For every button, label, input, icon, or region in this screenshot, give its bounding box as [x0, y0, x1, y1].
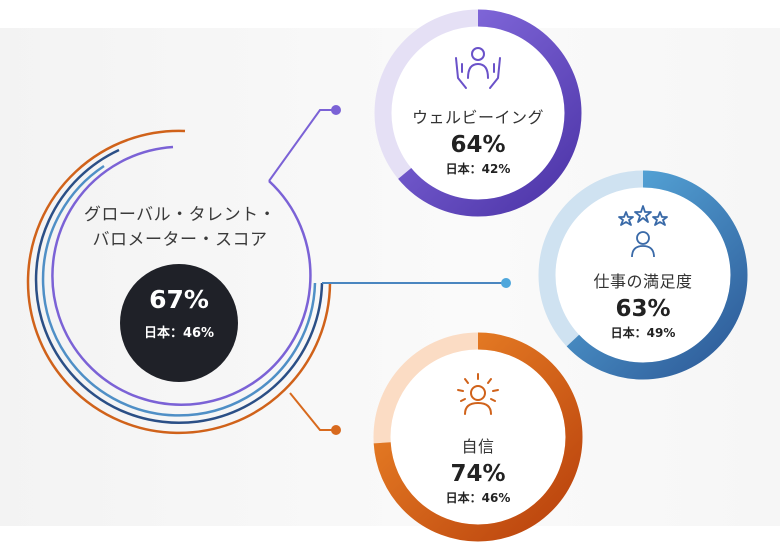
- outer-arc-purple: [51, 145, 312, 406]
- person-with-stars-icon: [618, 205, 668, 258]
- node-wellbeing-name: ウェルビーイング: [411, 108, 544, 127]
- overall-title: グローバル・タレント・ バロメーター・スコア: [60, 203, 300, 253]
- person-in-hands-icon: [455, 47, 501, 89]
- node-confidence-name: 自信: [461, 437, 495, 456]
- node-wellbeing-japan: 日本：42%: [445, 162, 511, 176]
- connector-dot-wellbeing: [331, 105, 341, 115]
- outer-arc-orange: [26, 129, 332, 435]
- node-confidence-score: 74%: [450, 461, 506, 487]
- overall-score-badge: 67% 日本：46%: [120, 264, 238, 382]
- node-confidence: 自信 74% 日本：46%: [398, 433, 558, 506]
- overall-title-line2: バロメーター・スコア: [92, 230, 268, 250]
- connector-dot-confidence: [331, 425, 341, 435]
- node-satisfaction-name: 仕事の満足度: [593, 272, 693, 291]
- ring-progress-wellbeing: [374, 9, 582, 217]
- ring-progress-satisfaction: [538, 170, 748, 380]
- node-satisfaction-score: 63%: [615, 296, 671, 322]
- outer-arc-blue: [41, 164, 317, 417]
- overall-score: 67%: [149, 285, 209, 314]
- connector-dot-satisfaction: [501, 278, 511, 288]
- ring-progress-confidence: [373, 332, 583, 542]
- connector-confidence: [289, 392, 336, 431]
- radiant-person-icon: [457, 373, 499, 415]
- connector-wellbeing: [268, 109, 336, 182]
- outer-arc-navy: [34, 148, 324, 424]
- overall-japan-score: 日本：46%: [143, 326, 215, 341]
- node-satisfaction-japan: 日本：49%: [610, 326, 676, 340]
- node-wellbeing-score: 64%: [450, 132, 506, 158]
- overall-title-line1: グローバル・タレント・: [83, 205, 277, 225]
- node-wellbeing: ウェルビーイング 64% 日本：42%: [398, 104, 558, 177]
- node-satisfaction: 仕事の満足度 63% 日本：49%: [563, 268, 723, 341]
- node-confidence-japan: 日本：46%: [445, 491, 511, 505]
